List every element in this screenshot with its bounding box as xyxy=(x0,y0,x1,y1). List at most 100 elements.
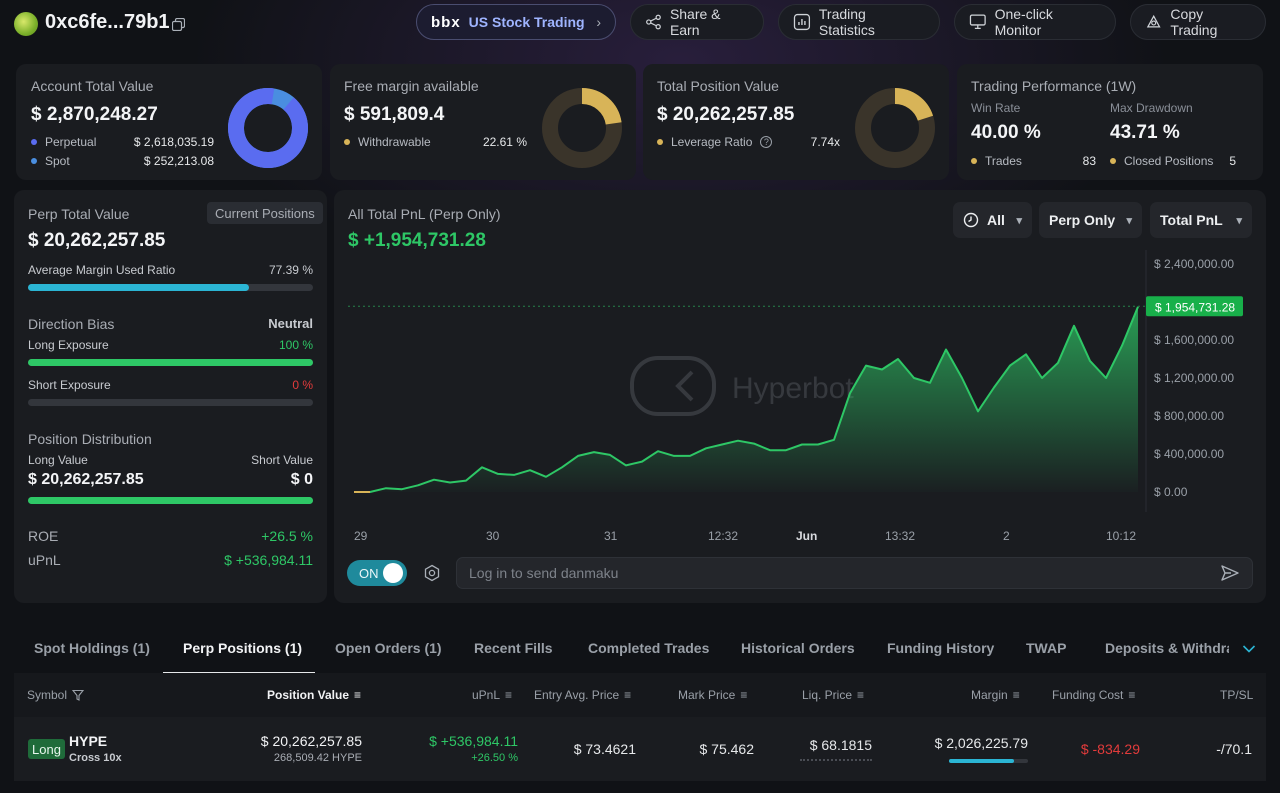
sort-icon: ≡ xyxy=(1012,688,1020,702)
tab-perp-positions[interactable]: Perp Positions (1) xyxy=(183,640,303,656)
margin-bar-fill xyxy=(949,759,1014,763)
bbx-logo-icon: bbx xyxy=(431,13,461,31)
th-upnl[interactable]: uPnL ≡ xyxy=(472,688,512,702)
chevron-down-icon[interactable] xyxy=(1242,644,1256,654)
closed-dot-icon xyxy=(1110,158,1116,164)
time-range-dropdown[interactable]: All ▾ xyxy=(953,202,1032,238)
long-exposure-label: Long Exposure xyxy=(28,338,109,352)
tab-funding-history[interactable]: Funding History xyxy=(887,640,995,656)
margin-cell: $ 2,026,225.79 xyxy=(934,735,1028,751)
danmaku-toggle[interactable]: ON xyxy=(347,560,407,586)
tpsl-cell[interactable]: -/70.1 xyxy=(1216,741,1252,757)
margin-ratio-label: Average Margin Used Ratio xyxy=(28,263,176,277)
tab-historical-orders[interactable]: Historical Orders xyxy=(741,640,855,656)
chart-watermark: Hyperbot xyxy=(630,356,854,416)
danmaku-placeholder: Log in to send danmaku xyxy=(469,565,619,581)
tab-twap[interactable]: TWAP xyxy=(1026,640,1067,656)
th-liq-price[interactable]: Liq. Price ≡ xyxy=(802,688,864,702)
trades-value: 83 xyxy=(1082,154,1096,168)
th-entry-price[interactable]: Entry Avg. Price ≡ xyxy=(534,688,631,702)
short-exposure-pct: 0 % xyxy=(292,378,313,392)
th-tpsl: TP/SL xyxy=(1220,688,1253,702)
pnl-type-value: Total PnL xyxy=(1160,212,1223,228)
free-margin-value: $ 591,809.4 xyxy=(344,104,445,125)
sort-icon: ≡ xyxy=(740,688,748,702)
y-tick-label: $ 800,000.00 xyxy=(1154,409,1224,423)
x-tick-label: 30 xyxy=(486,529,500,543)
share-earn-button[interactable]: Share & Earn xyxy=(630,4,764,40)
th-funding-cost[interactable]: Funding Cost ≡ xyxy=(1052,688,1135,702)
help-icon[interactable]: ? xyxy=(760,136,773,148)
y-tick-label: $ 400,000.00 xyxy=(1154,447,1224,461)
one-click-monitor-button[interactable]: One-click Monitor xyxy=(954,4,1116,40)
withdrawable-arc xyxy=(542,88,622,168)
side-badge: Long xyxy=(28,739,65,759)
copy-trading-icon xyxy=(1146,14,1161,28)
upnl-value: $ +536,984.11 xyxy=(224,552,313,568)
positions-tabs: Spot Holdings (1) Perp Positions (1) Ope… xyxy=(14,626,1266,674)
symbol-name[interactable]: HYPE xyxy=(69,733,108,749)
long-exposure-pct: 100 % xyxy=(278,338,313,352)
account-address: 0xc6fe...79b1 xyxy=(45,11,170,33)
margin-ratio-bar xyxy=(28,284,313,291)
th-position-value[interactable]: Position Value ≡ xyxy=(267,688,361,702)
pnl-title: All Total PnL (Perp Only) xyxy=(348,206,501,222)
position-donut-chart xyxy=(855,88,935,168)
clock-icon xyxy=(963,212,979,228)
mark-price-cell: $ 75.462 xyxy=(699,741,755,757)
copy-trading-button[interactable]: Copy Trading xyxy=(1130,4,1266,40)
spot-label: Spot xyxy=(45,154,70,168)
copy-trading-label: Copy Trading xyxy=(1170,6,1218,38)
trades-row: Trades 83 xyxy=(971,154,1096,168)
tab-open-orders[interactable]: Open Orders (1) xyxy=(335,640,442,656)
danmaku-input[interactable]: Log in to send danmaku xyxy=(456,557,1253,589)
copy-icon[interactable] xyxy=(172,18,185,31)
chevron-down-icon: ▾ xyxy=(1016,214,1022,227)
th-margin[interactable]: Margin ≡ xyxy=(971,688,1020,702)
short-value: $ 0 xyxy=(290,471,313,488)
roe-value: +26.5 % xyxy=(261,528,313,544)
send-icon[interactable] xyxy=(1220,563,1240,583)
tab-recent-fills[interactable]: Recent Fills xyxy=(474,640,553,656)
trading-statistics-button[interactable]: Trading Statistics xyxy=(778,4,940,40)
tab-spot-holdings[interactable]: Spot Holdings (1) xyxy=(34,640,150,656)
market-filter-dropdown[interactable]: Perp Only ▾ xyxy=(1039,202,1142,238)
account-donut-chart xyxy=(228,88,308,168)
sort-icon: ≡ xyxy=(505,688,513,702)
leverage-value: 7.74x xyxy=(810,135,840,149)
chevron-down-icon: ▾ xyxy=(1126,214,1132,227)
table-row[interactable]: Long HYPE Cross 10x $ 20,262,257.85 268,… xyxy=(14,717,1266,781)
sort-icon: ≡ xyxy=(1128,688,1136,702)
x-tick-label: 10:12 xyxy=(1106,529,1136,543)
th-symbol[interactable]: Symbol xyxy=(27,688,85,702)
spot-dot-icon xyxy=(31,158,37,164)
win-rate-value: 40.00 % xyxy=(971,122,1041,143)
withdrawable-dot-icon xyxy=(344,139,350,145)
perpetual-row: Perpetual $ 2,618,035.19 xyxy=(31,135,214,149)
tab-completed-trades[interactable]: Completed Trades xyxy=(588,640,710,656)
max-drawdown-value: 43.71 % xyxy=(1110,122,1180,143)
th-position-value-label: Position Value xyxy=(267,688,350,702)
short-exposure-label: Short Exposure xyxy=(28,378,111,392)
th-mark-price-label: Mark Price xyxy=(678,688,736,702)
tab-deposits-withdraw[interactable]: Deposits & Withdraw xyxy=(1105,640,1229,656)
performance-title: Trading Performance (1W) xyxy=(971,78,1137,94)
th-tpsl-label: TP/SL xyxy=(1220,688,1254,702)
pnl-type-dropdown[interactable]: Total PnL ▾ xyxy=(1150,202,1252,238)
x-tick-label: 2 xyxy=(1003,529,1010,543)
settings-icon[interactable] xyxy=(423,564,441,582)
x-tick-label: 13:32 xyxy=(885,529,915,543)
spot-row: Spot $ 252,213.08 xyxy=(31,154,214,168)
x-tick-label: 29 xyxy=(354,529,368,543)
sort-icon: ≡ xyxy=(354,688,362,702)
th-symbol-label: Symbol xyxy=(27,688,68,702)
margin-ratio-fill xyxy=(28,284,249,291)
distribution-fill xyxy=(28,497,313,504)
leverage-arc xyxy=(855,88,935,168)
withdrawable-pct: 22.61 % xyxy=(482,135,527,149)
entry-price-cell: $ 73.4621 xyxy=(573,741,636,757)
position-value: $ 20,262,257.85 xyxy=(260,733,362,749)
current-positions-badge[interactable]: Current Positions xyxy=(207,202,323,224)
us-stock-trading-button[interactable]: bbx US Stock Trading › xyxy=(416,4,616,40)
th-mark-price[interactable]: Mark Price ≡ xyxy=(678,688,747,702)
